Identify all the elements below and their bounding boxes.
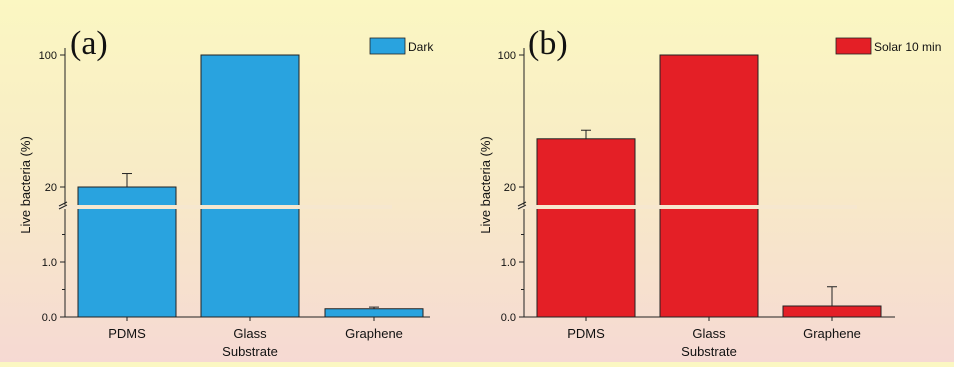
- x-tick-label: Glass: [692, 326, 726, 341]
- chart-panel-b: (b) 100 20 1.0 0.0 Live bacteria (%) PDMS Glass…: [478, 25, 941, 359]
- x-tick-label: Graphene: [345, 326, 403, 341]
- bar-glass: [659, 54, 759, 318]
- panel-label: (a): [70, 25, 108, 62]
- panel-label: (b): [528, 25, 568, 62]
- y-tick-label: 1.0: [42, 257, 57, 269]
- x-tick-label: PDMS: [567, 326, 605, 341]
- axis-break-mark: [58, 201, 68, 210]
- bar-glass: [200, 54, 300, 318]
- axis-break-mark: [517, 201, 527, 210]
- x-tick-label: Glass: [233, 326, 267, 341]
- bar-pdms: [536, 138, 636, 318]
- y-tick-label: 20: [504, 182, 516, 194]
- legend-label: Solar 10 min: [874, 40, 941, 54]
- x-axis-title: Substrate: [222, 344, 278, 359]
- y-tick-label: 20: [45, 182, 57, 194]
- legend-label: Dark: [408, 40, 434, 54]
- chart-panel-a: (a) 100 20 1.0 0.0 Live bacteria (%) PDMS Glass…: [18, 25, 434, 359]
- y-tick-label: 100: [39, 50, 57, 62]
- x-tick-label: PDMS: [108, 326, 146, 341]
- y-axis-title: Live bacteria (%): [18, 136, 33, 234]
- y-tick-label: 0.0: [42, 312, 57, 324]
- axis-break-band: [57, 205, 392, 209]
- bar-graphene: [324, 308, 424, 318]
- legend-swatch: [835, 37, 872, 55]
- y-tick-label: 0.0: [501, 312, 516, 324]
- x-tick-label: Graphene: [803, 326, 861, 341]
- axis-break-band: [516, 205, 857, 209]
- bar-graphene: [782, 305, 882, 318]
- x-axis-title: Substrate: [681, 344, 737, 359]
- y-tick-label: 100: [498, 50, 516, 62]
- y-tick-label: 1.0: [501, 257, 516, 269]
- y-axis-title: Live bacteria (%): [478, 136, 493, 234]
- legend-swatch: [369, 37, 406, 55]
